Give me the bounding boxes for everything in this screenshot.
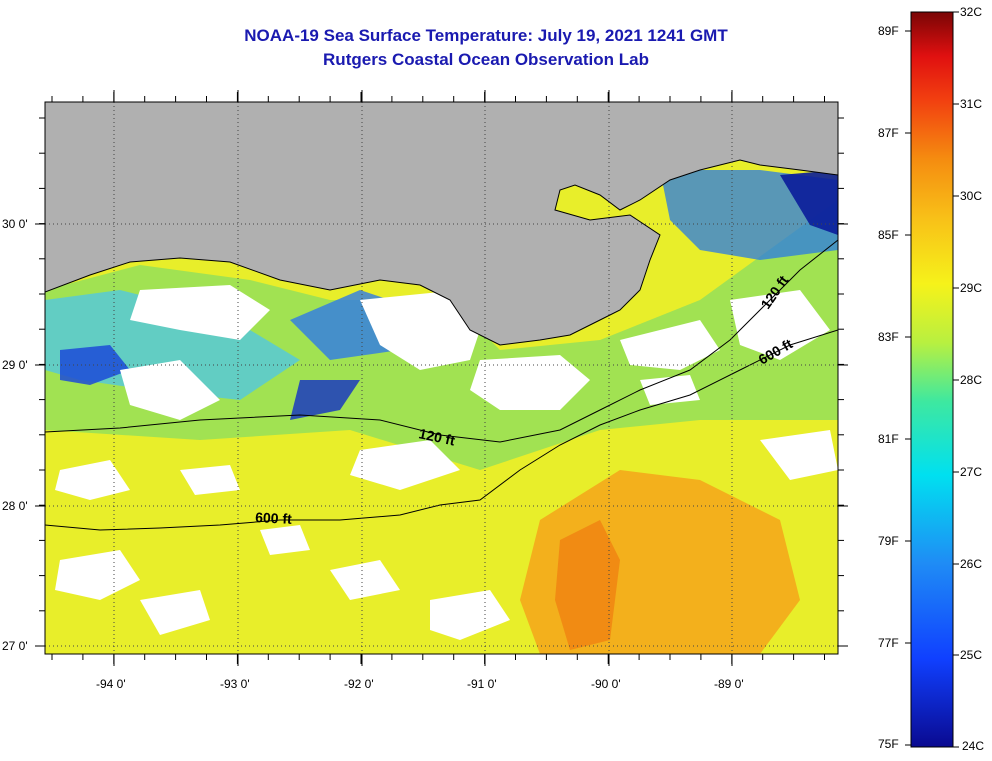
colorbar-f-label: 83F [878,330,899,344]
y-tick-label: 29 0' [2,358,28,372]
colorbar-c-label: 26C [960,557,983,571]
colorbar-f-label: 79F [878,534,899,548]
colorbar-c-label: 25C [960,648,983,662]
temperature-colorbar [910,11,954,748]
y-tick-label: 30 0' [2,217,28,231]
colorbar-c-label: 32C [960,5,983,19]
colorbar-f-label: 89F [878,24,899,38]
colorbar-f-label: 81F [878,432,899,446]
colorbar-c-label: 28C [960,373,983,387]
contour-label-120-west: 120 ft [417,425,456,448]
colorbar-f-label: 85F [878,228,899,242]
x-tick-label: -90 0' [591,677,621,691]
contour-label-600-west: 600 ft [255,509,293,527]
map-subtitle: Rutgers Coastal Ocean Observation Lab [323,50,649,69]
x-tick-label: -94 0' [96,677,126,691]
map-frame [44,101,839,655]
colorbar-c-label: 30C [960,189,983,203]
colorbar-f-label: 77F [878,636,899,650]
x-tick-label: -92 0' [344,677,374,691]
x-tick-label: -93 0' [220,677,250,691]
colorbar-f-label: 87F [878,126,899,140]
colorbar-f-label: 75F [878,737,899,751]
x-tick-label: -91 0' [467,677,497,691]
colorbar-c-label: 31C [960,97,983,111]
colorbar-c-label: 24C [962,739,985,753]
y-tick-label: 28 0' [2,499,28,513]
y-tick-label: 27 0' [2,639,28,653]
map-title: NOAA-19 Sea Surface Temperature: July 19… [244,26,728,45]
colorbar-c-label: 27C [960,465,983,479]
colorbar-c-label: 29C [960,281,983,295]
x-tick-label: -89 0' [714,677,744,691]
